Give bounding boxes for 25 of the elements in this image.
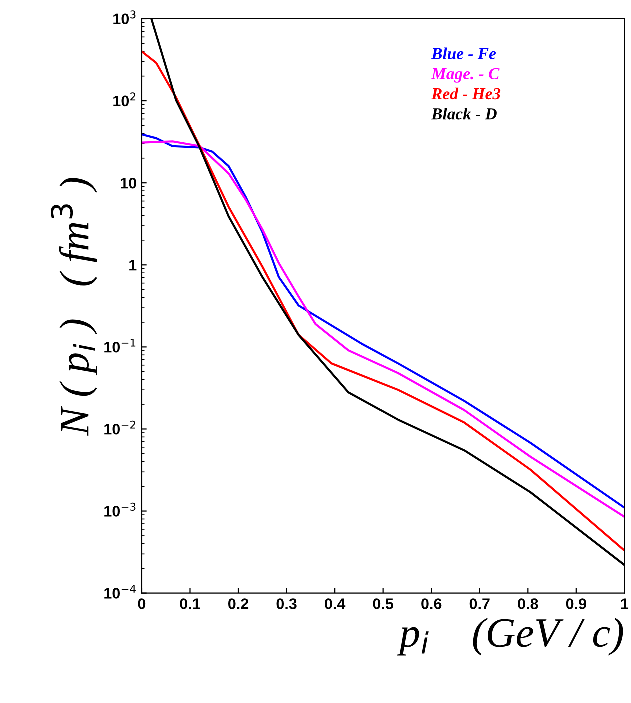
x-tick-label: 1 xyxy=(621,598,629,610)
x-tick-label: 0.6 xyxy=(422,598,442,610)
y-tick-label: 10$^{−3}$ xyxy=(104,502,136,517)
x-tick-label: 0.4 xyxy=(325,598,346,610)
y-tick-label: 10$^{−2}$ xyxy=(104,420,136,435)
x-tick-label: 0.1 xyxy=(180,598,200,610)
text: Blue - Fe xyxy=(431,48,496,60)
text: Mage. - C xyxy=(431,68,500,83)
y-axis-title: N ( p$_{i}$ ) ( fm$^{3}$ ) xyxy=(51,178,98,436)
text: p$_{i}$ (GeV / c) xyxy=(397,618,624,656)
x-tick-label: 0.2 xyxy=(228,598,249,610)
x-tick-label: 0.7 xyxy=(470,598,490,610)
text: Red - He3 xyxy=(432,88,501,100)
y-tick-label: 10$^{3}$ xyxy=(114,10,136,25)
x-tick-label: 0.3 xyxy=(276,598,297,610)
x-tick-label: 0.9 xyxy=(566,598,586,610)
y-tick-label: 10$^{−4}$ xyxy=(104,585,136,599)
x-tick-label: 0 xyxy=(138,598,146,610)
y-tick-label: 10$^{−1}$ xyxy=(104,338,136,353)
y-tick-label: 1 xyxy=(130,260,137,271)
text: Black - D xyxy=(431,108,497,120)
y-tick-label: 10$^{2}$ xyxy=(114,92,136,107)
x-tick-label: 0.8 xyxy=(518,598,538,610)
y-tick-label: 10 xyxy=(121,178,136,189)
x-tick-label: 0.5 xyxy=(373,598,394,610)
